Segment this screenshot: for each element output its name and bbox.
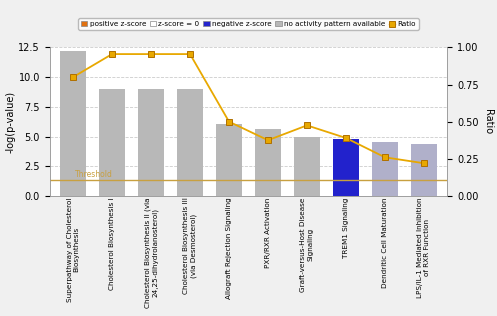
Bar: [216, 124, 242, 196]
Bar: [411, 144, 436, 196]
Bar: [372, 143, 398, 196]
Bar: [177, 89, 203, 196]
Bar: [333, 139, 359, 196]
Legend: positive z-score, z-score = 0, negative z-score, no activity pattern available, : positive z-score, z-score = 0, negative …: [79, 18, 418, 30]
Y-axis label: -log(p-value): -log(p-value): [5, 91, 15, 153]
Bar: [99, 89, 125, 196]
Y-axis label: Ratio: Ratio: [483, 109, 493, 134]
Text: Threshold: Threshold: [75, 170, 113, 179]
Bar: [372, 143, 398, 196]
Bar: [61, 51, 86, 196]
Bar: [255, 129, 281, 196]
Bar: [138, 89, 164, 196]
Bar: [411, 144, 436, 196]
Bar: [294, 137, 320, 196]
